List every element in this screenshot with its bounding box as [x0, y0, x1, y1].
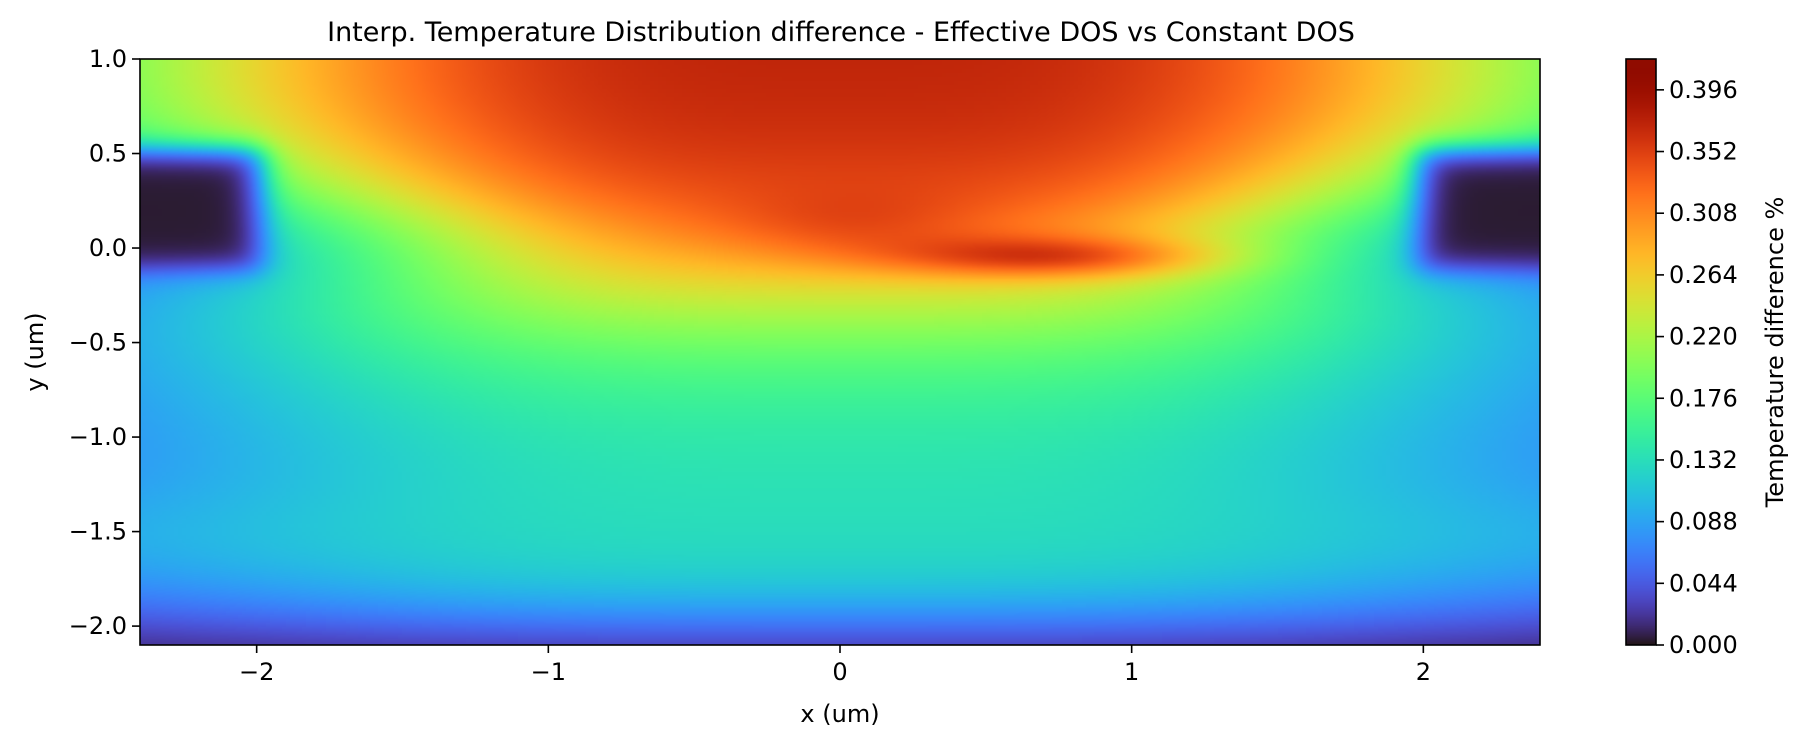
colorbar-tick-label: 0.088: [1669, 508, 1738, 536]
colorbar-tick-label: 0.220: [1669, 323, 1738, 351]
colorbar-tick-label: 0.396: [1669, 76, 1738, 104]
x-tick-label: 0: [832, 658, 847, 686]
y-tick-label: 0.5: [89, 140, 127, 168]
y-tick-label: 1.0: [89, 45, 127, 73]
y-tick-label: −1.5: [69, 518, 127, 546]
y-tick-label: −2.0: [69, 612, 127, 640]
x-axis-label: x (um): [800, 700, 879, 728]
colorbar-frame: [1625, 58, 1657, 646]
x-tick-label: −2: [239, 658, 274, 686]
y-axis-label: y (um): [21, 312, 49, 391]
y-axis: 1.0 0.5 0.0 −0.5 −1.0 −1.5 −2.0: [69, 45, 140, 640]
y-tick-label: −0.5: [69, 329, 127, 357]
colorbar-tick-label: 0.132: [1669, 446, 1738, 474]
heatmap-area: [140, 59, 1540, 645]
x-tick-label: −1: [531, 658, 566, 686]
colorbar-tick-label: 0.044: [1669, 569, 1738, 597]
colorbar-tick-label: 0.264: [1669, 261, 1738, 289]
x-tick-label: 2: [1416, 658, 1431, 686]
colorbar-tick-label: 0.176: [1669, 384, 1738, 412]
y-tick-label: 0.0: [89, 234, 127, 262]
colorbar-tick-label: 0.000: [1669, 631, 1738, 659]
colorbar-tick-label: 0.308: [1669, 199, 1738, 227]
colorbar-gradient: [1626, 59, 1656, 645]
colorbar-label: Temperature difference %: [1761, 197, 1789, 509]
colorbar-axis: 0.000 0.044 0.088 0.132 0.176 0.220 0.264 0.308…: [1656, 76, 1738, 659]
y-tick-label: −1.0: [69, 423, 127, 451]
x-tick-label: 1: [1124, 658, 1139, 686]
x-axis: −2 −1 0 1 2: [239, 645, 1431, 686]
chart-title: Interp. Temperature Distribution differe…: [327, 17, 1355, 48]
colorbar-tick-label: 0.352: [1669, 138, 1738, 166]
